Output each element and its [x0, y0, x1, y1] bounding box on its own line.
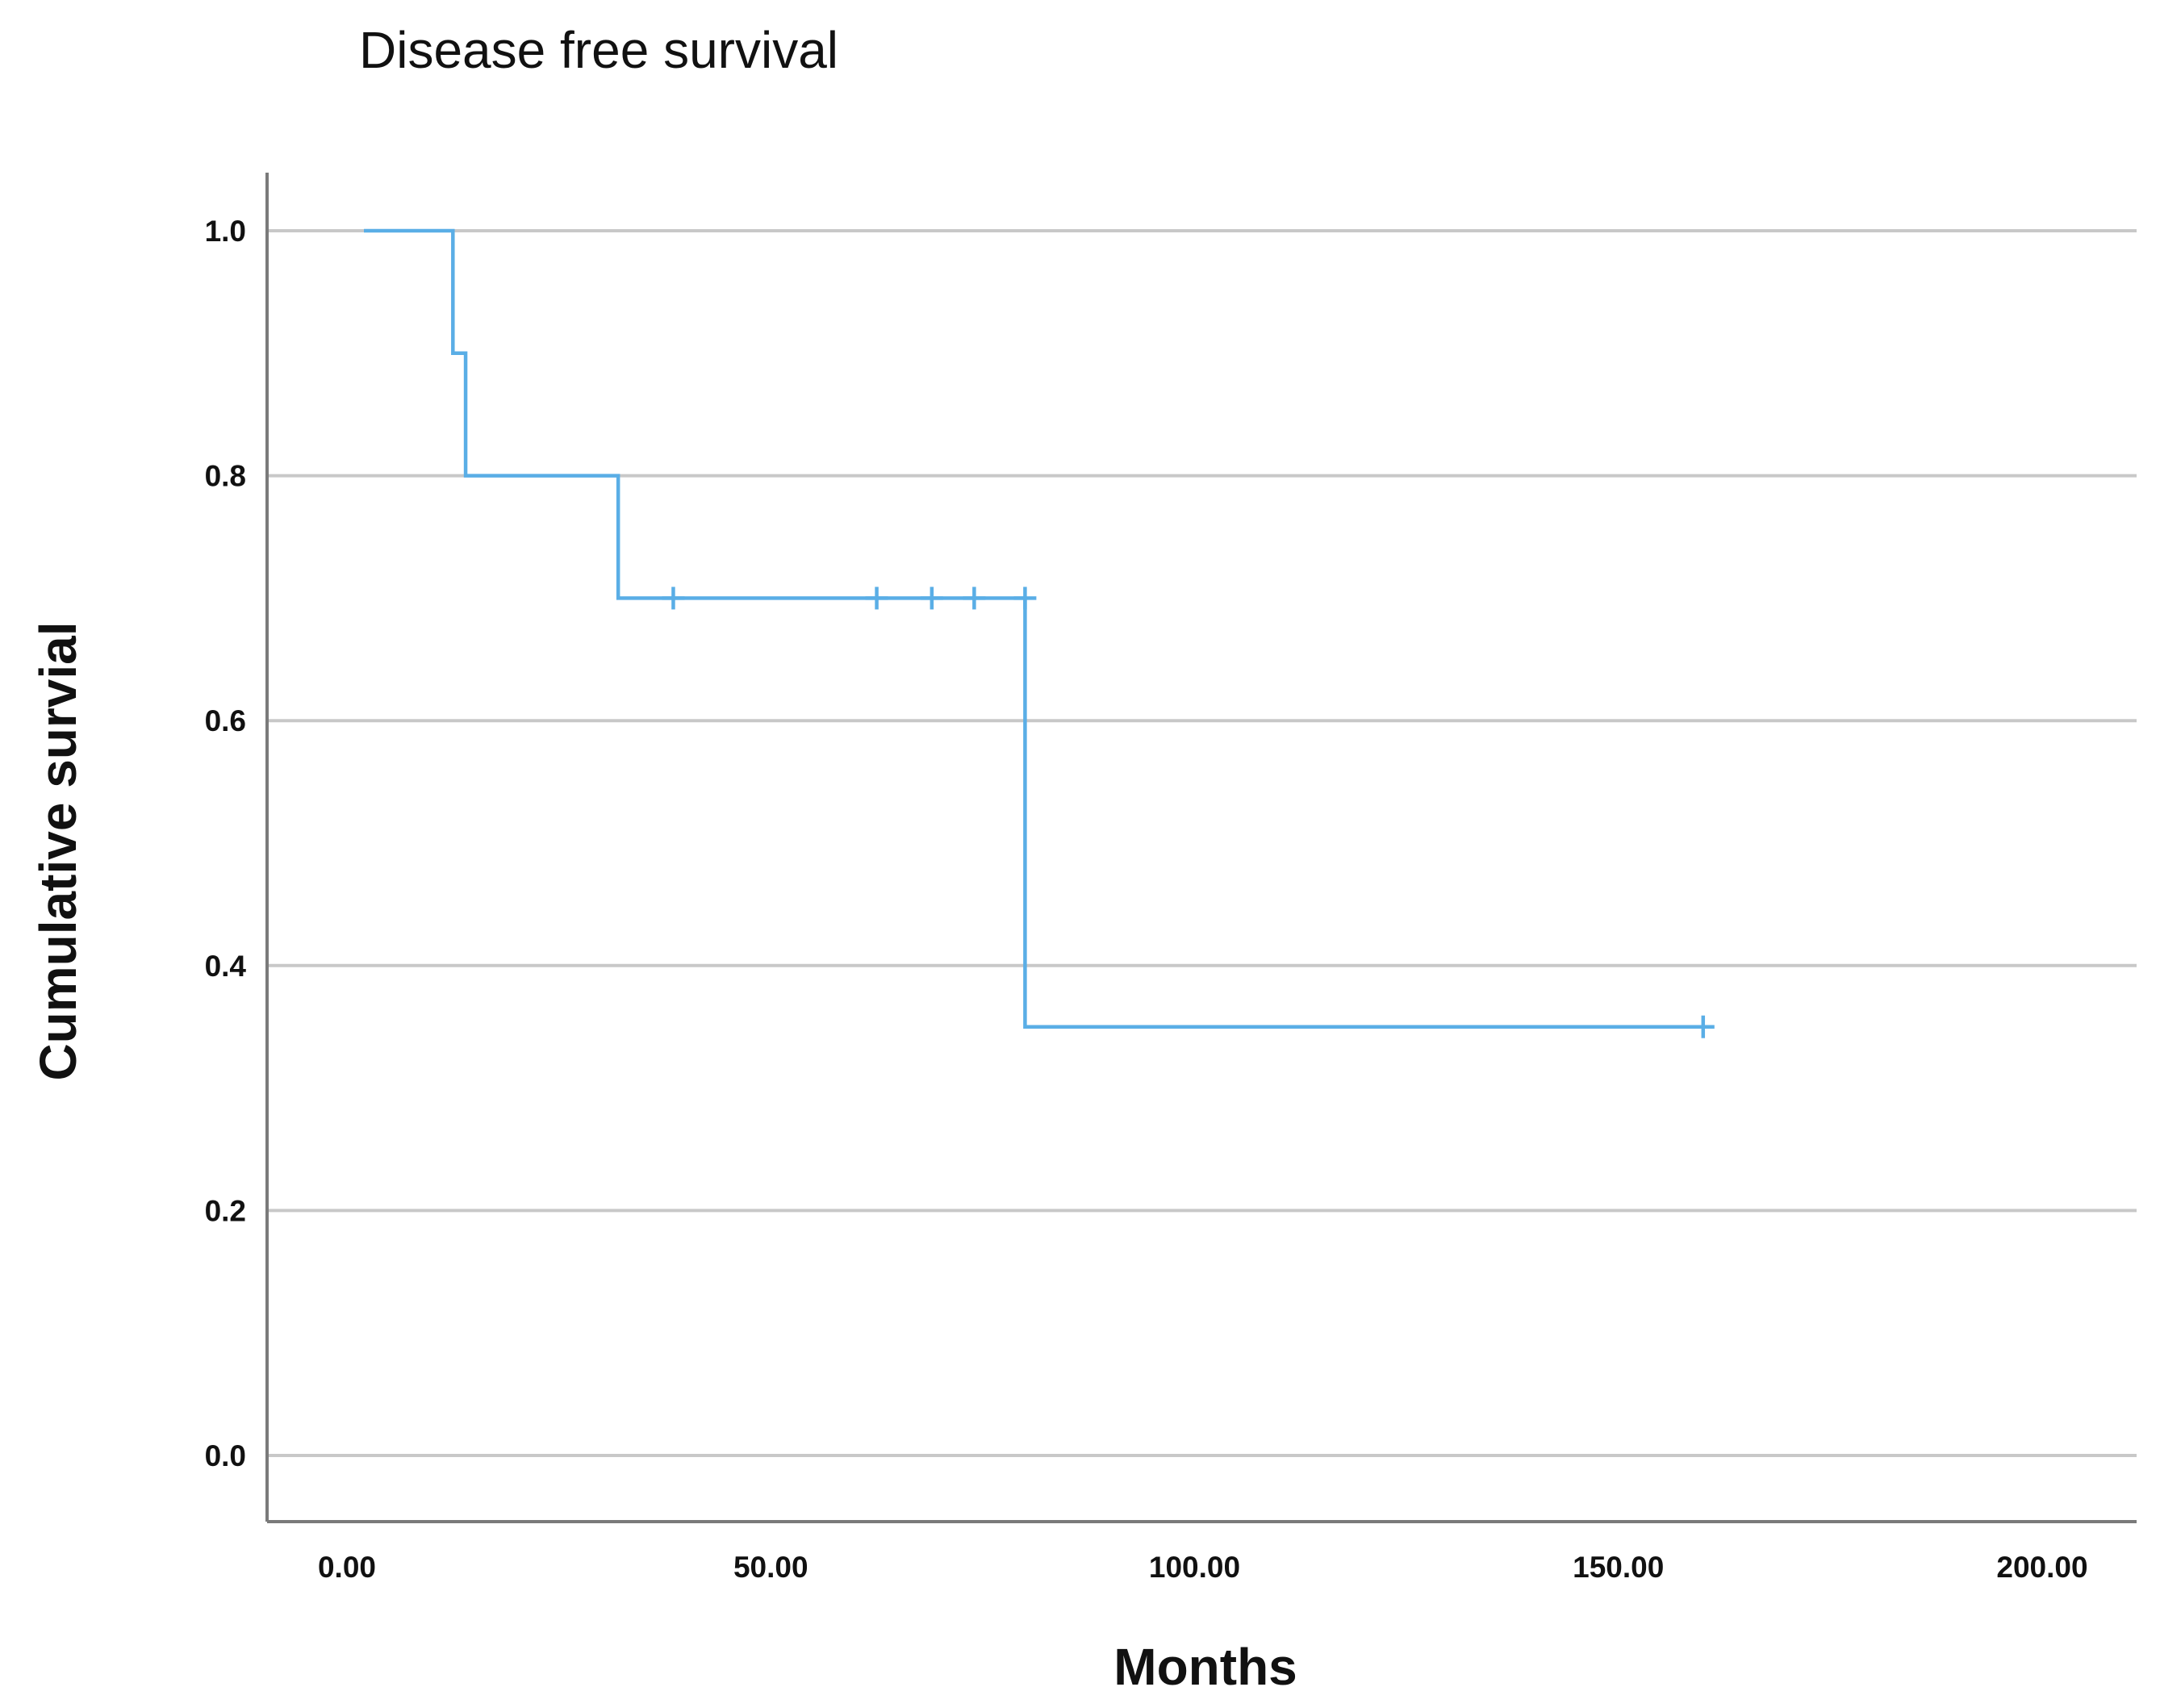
- x-tick-label: 0.00: [318, 1551, 376, 1584]
- y-tick-labels: 0.0 0.2 0.4 0.6 0.8 1.0: [205, 215, 247, 1472]
- survival-curve: [364, 228, 1703, 1029]
- censor-marks: [662, 587, 1715, 1038]
- axes: [265, 173, 2137, 1523]
- censor-mark: [920, 587, 943, 610]
- x-tick-label: 200.00: [1996, 1551, 2087, 1584]
- x-tick-label: 50.00: [733, 1551, 808, 1584]
- grid-lines: [267, 229, 2137, 1457]
- y-tick-label: 0.6: [205, 704, 246, 737]
- survival-step-line: [364, 228, 1703, 1029]
- censor-mark: [1691, 1015, 1715, 1038]
- chart-title: Disease free survival: [359, 21, 838, 79]
- y-tick-label: 0.0: [205, 1439, 246, 1472]
- censor-mark: [865, 587, 888, 610]
- censor-mark: [662, 587, 685, 610]
- y-tick-label: 0.2: [205, 1194, 246, 1227]
- y-tick-label: 0.4: [205, 950, 247, 983]
- x-axis-label: Months: [1113, 1638, 1297, 1696]
- censor-mark: [1013, 587, 1037, 610]
- y-axis-label: Cumulative survial: [29, 621, 87, 1080]
- y-tick-label: 1.0: [205, 215, 246, 248]
- censor-mark: [963, 587, 986, 610]
- x-tick-labels: 0.00 50.00 100.00 150.00 200.00: [318, 1551, 2088, 1584]
- x-tick-label: 150.00: [1573, 1551, 1664, 1584]
- y-tick-label: 0.8: [205, 460, 246, 493]
- x-tick-label: 100.00: [1149, 1551, 1240, 1584]
